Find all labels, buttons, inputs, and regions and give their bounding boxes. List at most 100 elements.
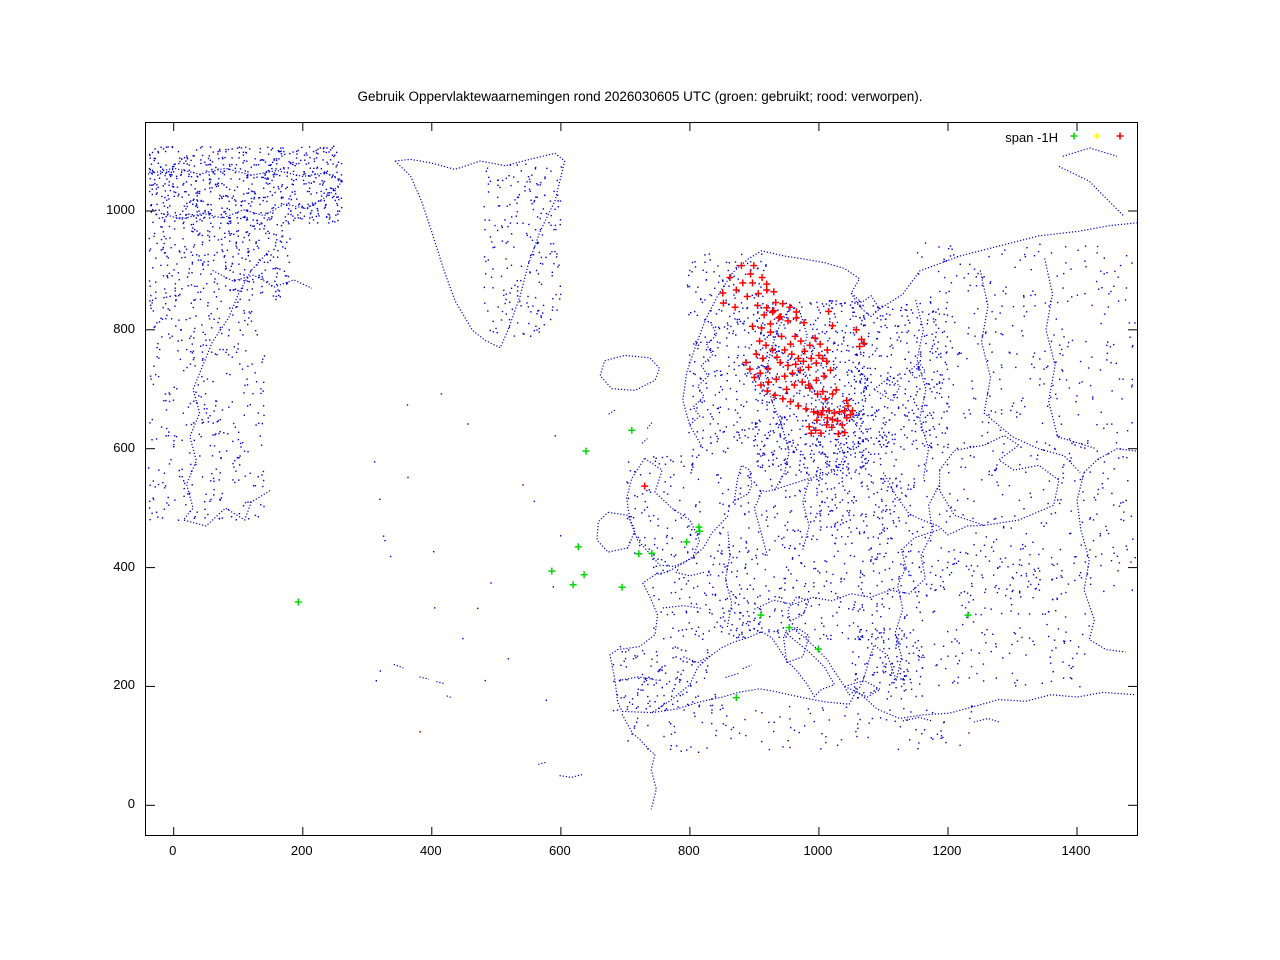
map-dot: [875, 504, 877, 506]
map-dot: [1055, 393, 1057, 395]
map-dot: [747, 475, 749, 477]
map-dot: [210, 480, 212, 482]
map-dot: [672, 703, 674, 705]
map-dot: [913, 412, 915, 415]
map-dot: [721, 550, 723, 552]
map-dot: [967, 553, 969, 555]
map-dot: [804, 467, 806, 469]
map-dot: [269, 218, 271, 221]
map-dot: [664, 481, 666, 483]
map-dot: [149, 518, 151, 521]
map-dot: [515, 215, 517, 217]
map-dot: [494, 224, 496, 227]
map-dot: [749, 584, 751, 586]
map-dot: [1105, 525, 1107, 528]
map-dot: [623, 696, 625, 699]
map-dot: [247, 251, 249, 253]
map-dot: [910, 574, 912, 577]
map-dot: [667, 564, 669, 567]
map-dot: [208, 239, 211, 242]
map-dot: [196, 204, 198, 207]
map-dot: [525, 163, 527, 165]
map-dot: [284, 216, 287, 218]
map-dot: [720, 552, 722, 554]
map-dot: [959, 263, 961, 265]
map-dot: [743, 323, 745, 325]
map-dot: [1020, 446, 1022, 448]
map-dot: [739, 493, 741, 495]
map-dot: [900, 668, 902, 670]
map-dot: [896, 656, 898, 658]
map-dot: [702, 429, 704, 432]
map-dot: [897, 551, 899, 554]
map-dot: [266, 280, 269, 283]
map-dot: [251, 201, 253, 203]
map-dot: [637, 536, 639, 539]
map-dot: [921, 405, 923, 408]
map-dot: [1084, 613, 1086, 615]
map-dot: [844, 302, 846, 304]
map-dot: [1099, 533, 1101, 535]
map-dot: [187, 493, 189, 495]
map-dot: [849, 554, 852, 557]
map-dot: [736, 439, 738, 441]
map-dot: [646, 506, 649, 508]
map-dot: [976, 672, 978, 675]
map-dot: [870, 481, 873, 483]
map-dot: [1106, 423, 1108, 425]
map-dot: [240, 217, 242, 220]
map-dot: [885, 421, 887, 423]
map-dot: [1067, 345, 1069, 348]
map-dot: [724, 451, 727, 453]
map-dot: [809, 323, 812, 326]
map-dot: [785, 380, 787, 383]
map-dot: [930, 446, 932, 448]
map-dot: [883, 627, 885, 630]
map-dot: [155, 297, 157, 299]
map-dot: [177, 350, 179, 352]
map-dot: [375, 680, 377, 682]
map-dot: [820, 364, 822, 367]
map-dot: [1038, 570, 1041, 572]
map-dot: [774, 608, 776, 610]
map-dot: [657, 525, 659, 527]
map-dot: [882, 482, 884, 484]
map-dot: [850, 531, 852, 533]
map-dot: [714, 333, 716, 336]
map-dot: [674, 591, 677, 594]
map-dot: [198, 192, 201, 195]
map-dot: [555, 293, 557, 296]
map-dot: [699, 511, 701, 513]
map-dot: [762, 553, 764, 555]
map-dot: [933, 321, 935, 323]
map-dot: [169, 175, 172, 178]
map-dot: [186, 157, 188, 159]
map-dot: [227, 196, 229, 198]
map-dot: [676, 569, 679, 571]
map-dot: [819, 514, 822, 517]
map-dot: [1050, 513, 1053, 515]
map-dot: [902, 564, 905, 566]
map-dot: [841, 480, 843, 483]
map-dot: [203, 380, 205, 382]
map-dot: [1047, 502, 1049, 505]
map-dot: [889, 314, 891, 316]
map-dot: [248, 317, 250, 319]
map-dot: [862, 520, 865, 522]
map-dot: [784, 417, 786, 419]
map-dot: [211, 168, 213, 171]
map-dot: [709, 436, 712, 438]
map-dot: [1084, 447, 1086, 449]
map-dot: [891, 438, 894, 441]
map-dot: [977, 343, 979, 345]
map-dot: [708, 373, 710, 375]
map-dot: [948, 472, 950, 474]
map-dot: [206, 408, 208, 410]
map-dot: [931, 565, 933, 568]
map-dot: [881, 436, 883, 438]
map-dot: [862, 391, 865, 393]
map-dot: [840, 577, 842, 580]
map-dot: [1107, 532, 1110, 535]
map-dot: [766, 408, 768, 411]
map-dot: [733, 368, 735, 371]
